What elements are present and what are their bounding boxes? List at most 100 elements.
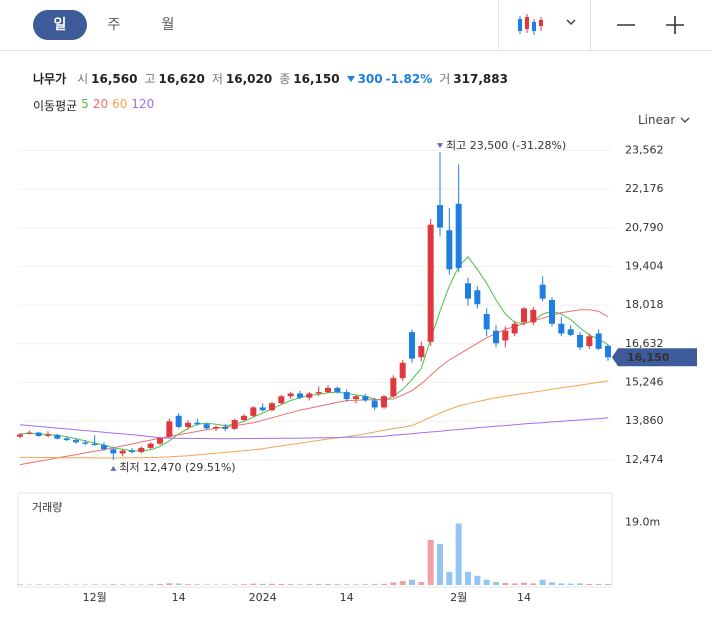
candle-body [521, 308, 527, 323]
ma-line [19, 417, 609, 440]
volume-bar [278, 584, 285, 585]
divider [498, 0, 499, 50]
tab-week[interactable]: 주 [107, 17, 121, 33]
volume-bar [390, 582, 397, 585]
x-tick-label: 12월 [83, 591, 107, 604]
divider [590, 0, 591, 50]
volume-bar [567, 583, 574, 585]
tab-month[interactable]: 월 [161, 17, 175, 33]
ma-line [19, 309, 609, 466]
volume-bar [418, 582, 425, 585]
candle-body [45, 434, 51, 436]
volume-bar [371, 584, 378, 585]
candle-body [539, 284, 546, 299]
volume-bar [147, 584, 154, 585]
volume-bar [446, 571, 453, 585]
open-value: 16,560 [91, 71, 138, 86]
y-tick-label: 12,474 [625, 453, 664, 466]
candle-body [390, 378, 397, 397]
candle-body [493, 330, 499, 344]
candle-body [222, 426, 229, 429]
y-tick-label: 19,404 [625, 259, 664, 272]
annotation: 최고 23,500 (-31.28%) [446, 139, 566, 152]
volume-bar [381, 583, 387, 585]
x-tick-label: 14 [340, 591, 354, 604]
y-tick-label: 20,790 [625, 221, 664, 234]
zoom-in-button[interactable] [664, 15, 686, 35]
candle-body [381, 396, 387, 408]
candle-body [166, 421, 173, 437]
candle-body [418, 346, 425, 358]
close-value: 16,150 [293, 71, 340, 86]
candle-body [101, 445, 107, 450]
candle-body [474, 290, 481, 305]
volume-bar [250, 583, 257, 585]
volume-label: 거 [439, 72, 451, 86]
volume-bar [297, 584, 303, 585]
candle-body [63, 438, 70, 441]
candle-body [175, 415, 182, 427]
volume-bar [558, 583, 565, 585]
y-tick-label: 16,632 [625, 337, 664, 350]
volume-bar [521, 582, 527, 585]
quote-line: 나무가 시 16,560 고 16,620 저 16,020 종 16,150 300 … [33, 70, 512, 87]
x-tick-label: 14 [517, 591, 531, 604]
volume-bar [343, 584, 350, 585]
candle-body [427, 224, 434, 342]
candle-body [157, 438, 163, 444]
candle-body [502, 330, 509, 341]
candle-body [147, 443, 154, 448]
candle-body [54, 435, 61, 439]
candle-body [297, 393, 303, 398]
last-price-label: 16,150 [627, 351, 670, 364]
ma-legend-entry: 5 [81, 97, 89, 111]
volume-bar [549, 582, 555, 585]
candle-body [334, 387, 341, 393]
volume-bar [399, 581, 406, 585]
volume-bar [45, 584, 51, 585]
candle-body [577, 334, 583, 348]
candle-body [325, 387, 331, 393]
zoom-out-button[interactable] [615, 15, 637, 35]
chart-type-button[interactable] [515, 13, 585, 37]
ma-line [20, 380, 609, 459]
ma-legend-entry: 20 [92, 97, 109, 111]
candle-body [315, 392, 322, 394]
volume-bar [353, 584, 359, 585]
volume-bar [362, 584, 369, 585]
candle-body [558, 323, 565, 334]
close-label: 종 [279, 72, 291, 86]
volume-bar [586, 584, 593, 585]
change-rate: -1.82% [385, 71, 433, 86]
low-label: 저 [211, 72, 223, 86]
candle-body [278, 396, 285, 404]
scale-toggle[interactable]: Linear [638, 113, 690, 127]
volume-bar [82, 584, 89, 585]
candle-body [82, 442, 89, 444]
ma-line [19, 256, 609, 452]
high-label: 고 [144, 72, 156, 86]
volume-bar [334, 584, 341, 585]
stock-name: 나무가 [33, 72, 67, 86]
candle-body [35, 432, 42, 436]
candle-body [110, 449, 117, 454]
tab-day[interactable]: 일 [33, 10, 87, 40]
ma-legend-entry: 60 [112, 97, 128, 111]
volume-bar [175, 583, 182, 585]
volume-bar [474, 575, 481, 585]
candle-body [129, 450, 135, 453]
x-tick-label: 14 [172, 591, 186, 604]
candle-body [138, 447, 145, 453]
volume-bar [483, 579, 490, 585]
volume-bar [530, 583, 537, 585]
candle-body [185, 422, 191, 427]
volume-bar [119, 584, 126, 585]
candle-body [17, 434, 23, 437]
y-tick-label: 22,176 [625, 182, 664, 195]
volume-bar [194, 584, 201, 585]
candle-body [287, 393, 294, 397]
ma-legend: 이동평균 5 20 60 120 [33, 97, 154, 114]
volume-bar [605, 583, 611, 585]
